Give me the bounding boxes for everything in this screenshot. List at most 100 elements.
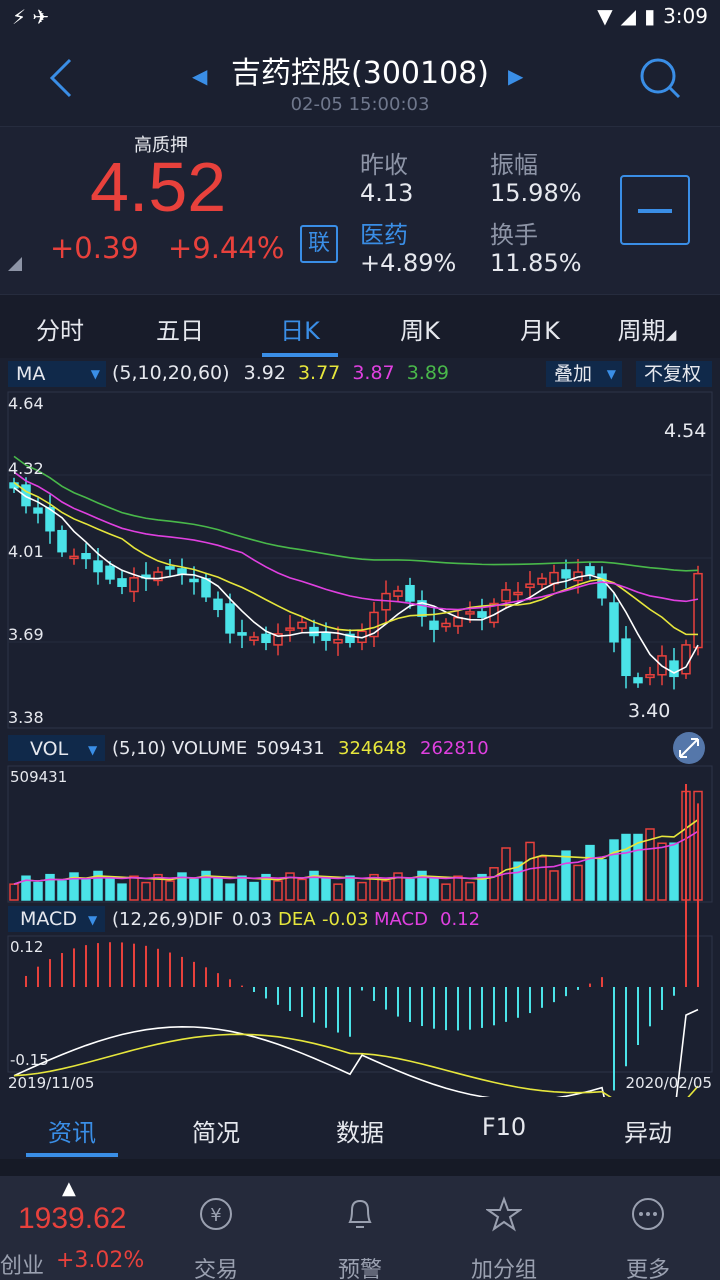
volume-bar (117, 883, 127, 901)
candle (189, 566, 199, 595)
ma-line (13, 481, 699, 636)
candle (81, 543, 91, 569)
volume-bar (285, 872, 295, 901)
volume-bar (525, 841, 535, 901)
overlay-label: 叠加 (554, 363, 593, 385)
candle (57, 525, 67, 557)
volume-bar (261, 873, 271, 901)
macd-axis-top: 0.12 (10, 938, 43, 956)
bottom-nav: ▲ 1939.62 创业 +3.02% ¥ 交易 预警 加分组 更多 (0, 1176, 720, 1280)
candle (129, 567, 139, 602)
back-icon[interactable] (46, 56, 74, 100)
search-icon[interactable] (638, 56, 682, 100)
period-tabs: 分时 五日 日K 周K 月K 周期◢ (0, 294, 720, 358)
dif-value: 0.03 (232, 909, 272, 930)
adjust-button[interactable]: 不复权 (636, 361, 712, 387)
expand-corner-icon[interactable] (8, 257, 22, 271)
candle (585, 561, 595, 580)
tab-monthly-k[interactable]: 月K (520, 317, 560, 345)
price-tick-3: 4.01 (8, 542, 44, 561)
volume-bar (381, 880, 391, 901)
ma60-value: 3.89 (406, 362, 449, 384)
date-start: 2019/11/05 (8, 1074, 94, 1092)
prev-stock-icon[interactable]: ◀ (192, 64, 208, 88)
sector-label[interactable]: 医药 (360, 221, 408, 249)
volume-bar (561, 850, 571, 901)
nav-trade[interactable]: ¥ 交易 (144, 1196, 288, 1280)
tab-anomaly[interactable]: 异动 (624, 1119, 672, 1147)
tab-period[interactable]: 周期◢ (592, 311, 702, 346)
star-icon (484, 1196, 524, 1232)
nav-more[interactable]: 更多 (576, 1196, 720, 1280)
svg-text:¥: ¥ (210, 1205, 221, 1226)
candle (105, 561, 115, 585)
link-button[interactable]: 联 (300, 225, 338, 263)
candle (117, 571, 127, 595)
macd-value: 0.12 (440, 909, 480, 930)
bell-icon (348, 1199, 372, 1228)
tab-active-indicator (262, 353, 338, 357)
tab-data[interactable]: 数据 (336, 1119, 384, 1147)
remove-watchlist-button[interactable] (620, 175, 690, 245)
high-marker: 4.54 (664, 420, 707, 442)
candle (561, 559, 571, 589)
volume-bar (201, 870, 211, 901)
index-change: +3.02% (56, 1248, 145, 1273)
nav-add-group[interactable]: 加分组 (432, 1196, 576, 1280)
price-tick-5: 3.38 (8, 708, 44, 727)
candle (345, 629, 355, 648)
notification-icons: ⚡ ✈ (12, 5, 50, 29)
candle (441, 618, 451, 632)
price-tick-1: 4.64 (8, 394, 44, 413)
candle (417, 590, 427, 627)
candle (609, 592, 619, 653)
volume-ma-line (13, 819, 699, 885)
overlay-selector[interactable]: 叠加 ▼ (546, 361, 622, 387)
nav-add-group-label: 加分组 (470, 1258, 537, 1280)
macd-selector[interactable]: MACD (20, 908, 77, 930)
candle (597, 566, 607, 606)
tab-five-day[interactable]: 五日 (156, 317, 204, 345)
tab-profile[interactable]: 简况 (192, 1119, 240, 1147)
candle (333, 626, 343, 656)
index-ticker[interactable]: ▲ 1939.62 创业 +3.02% (0, 1176, 144, 1280)
ma10-value: 3.77 (297, 362, 341, 384)
chevron-down-icon: ▼ (90, 367, 100, 381)
candle (513, 582, 523, 603)
volume-bar (537, 855, 547, 901)
ma-params: (5,10,20,60) 3.92 3.77 3.87 3.89 (112, 362, 449, 384)
tab-weekly-k[interactable]: 周K (400, 317, 440, 345)
vol-value: 509431 (256, 738, 325, 759)
vol-axis-top: 509431 (10, 768, 67, 786)
candle (681, 639, 691, 679)
tab-f10[interactable]: F10 (481, 1113, 527, 1141)
sector-change: +4.89% (360, 249, 457, 277)
divider (0, 1159, 720, 1176)
volume-bar (21, 875, 31, 901)
tab-news[interactable]: 资讯 (48, 1119, 96, 1147)
vol-selector[interactable]: VOL (30, 738, 69, 760)
candle (633, 672, 643, 688)
kline-charts[interactable]: VOL ▼ (5,10) VOLUME 509431 324648 262810… (0, 390, 720, 1097)
tab-intraday[interactable]: 分时 (36, 317, 84, 345)
volume-bar (165, 880, 175, 901)
tab-daily-k[interactable]: 日K (280, 317, 320, 345)
ma-selector[interactable]: MA ▼ (8, 361, 106, 387)
wifi-icon: ▼ (597, 4, 613, 28)
volume-bar (549, 870, 559, 901)
next-stock-icon[interactable]: ▶ (508, 64, 524, 88)
volume-bar (273, 880, 283, 901)
date-end: 2020/02/05 (626, 1074, 712, 1092)
candle (213, 591, 223, 618)
nav-alert[interactable]: 预警 (288, 1196, 432, 1280)
volume-bar (237, 875, 247, 901)
volume-bar (429, 877, 439, 901)
volume-bar (33, 881, 43, 901)
volume-bar (153, 873, 163, 901)
candle (549, 564, 559, 592)
volume-bar (669, 842, 679, 901)
candle (369, 601, 379, 647)
candle (621, 626, 631, 689)
expand-arrows-icon (679, 738, 699, 758)
ma-params-label: (5,10,20,60) (112, 362, 230, 384)
